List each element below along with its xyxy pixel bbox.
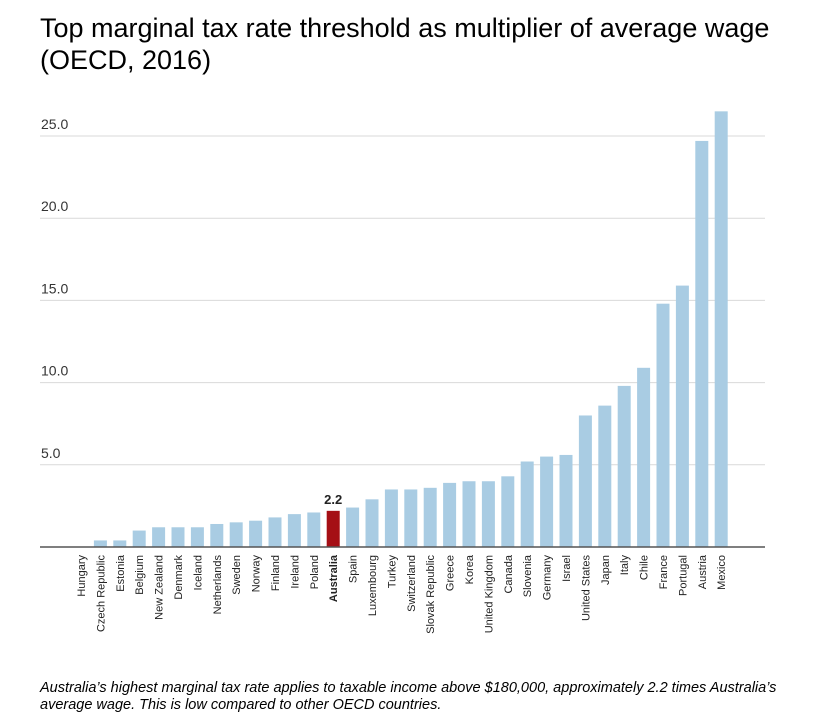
x-tick-label: Luxembourg [367,555,379,616]
bar-united-states [578,415,592,547]
x-tick-label: Sweden [231,555,243,595]
bar-belgium [132,530,146,547]
data-label-australia: 2.2 [324,492,342,507]
bar-turkey [384,489,398,547]
bar-australia [326,510,340,547]
x-tick-label: Chile [639,555,651,580]
bar-new-zealand [152,527,166,547]
x-tick-label: Turkey [386,555,398,589]
x-tick-label: New Zealand [154,555,166,620]
x-tick-label: Finland [270,555,282,591]
x-tick-label: Norway [251,555,263,593]
bar-israel [559,454,573,547]
chart-caption: Australia’s highest marginal tax rate ap… [40,680,777,713]
bar-denmark [171,527,185,547]
x-tick-label: Hungary [76,555,88,597]
x-tick-label: Mexico [716,555,728,590]
bar-finland [268,517,282,547]
bar-norway [249,520,263,547]
x-tick-label: Slovenia [522,554,534,597]
bar-chile [637,367,651,547]
x-tick-label: Austria [697,554,709,589]
x-tick-label: United States [580,555,592,622]
annotations: 2.2 [324,492,342,507]
x-tick-label: Germany [542,555,554,601]
bar-mexico [714,111,728,547]
bar-greece [443,482,457,547]
bar-france [656,303,670,547]
y-tick-label: 15.0 [41,280,68,296]
x-tick-label: Denmark [173,555,185,600]
bar-slovenia [520,461,534,547]
x-tick-label: Australia [328,554,340,602]
bar-estonia [113,540,127,547]
bar-iceland [190,527,204,547]
x-tick-label: Poland [309,555,321,589]
bar-luxembourg [365,499,379,547]
x-tick-label: Spain [348,555,360,583]
bar-korea [462,481,476,547]
x-tick-label: Japan [600,555,612,585]
x-tick-label: Czech Republic [95,555,107,633]
chart-title: Top marginal tax rate threshold as multi… [40,13,770,75]
x-tick-label: Israel [561,555,573,582]
gridlines [40,135,765,466]
x-tick-label: Ireland [289,555,301,589]
x-tick-label: Estonia [115,554,127,592]
x-tick-label: Canada [503,554,515,593]
x-tick-label: Netherlands [212,555,224,615]
x-tick-label: Italy [619,555,631,576]
bar-ireland [287,514,301,547]
y-axis-ticks: 5.0 10.0 15.0 20.0 25.0 [41,116,68,461]
bar-austria [695,140,709,547]
bar-italy [617,385,631,547]
x-tick-label: Switzerland [406,555,418,612]
bar-czech-republic [93,540,107,547]
x-axis-labels: Hungary Czech Republic Estonia Belgium New Z… [76,554,728,634]
bar-united-kingdom [481,481,495,547]
bar-portugal [675,285,689,547]
bar-poland [307,512,321,547]
x-tick-label: Slovak Republic [425,555,437,634]
bars [93,111,728,547]
bar-spain [346,507,360,547]
y-tick-label: 20.0 [41,198,68,214]
y-tick-label: 10.0 [41,363,68,379]
x-tick-label: Iceland [192,555,204,590]
x-tick-label: France [658,555,670,589]
y-tick-label: 25.0 [41,116,68,132]
x-tick-label: Belgium [134,555,146,595]
x-tick-label: Korea [464,554,476,584]
x-tick-label: Portugal [677,555,689,596]
bar-switzerland [404,489,418,547]
bar-chart: 5.0 10.0 15.0 20.0 25.0 Hungary Czech Republi… [40,111,765,634]
bar-germany [540,456,554,547]
y-tick-label: 5.0 [41,445,61,461]
bar-sweden [229,522,243,547]
x-tick-label: United Kingdom [483,555,495,633]
bar-slovak-republic [423,487,437,547]
bar-japan [598,405,612,547]
bar-canada [501,476,515,547]
bar-netherlands [210,523,224,547]
x-tick-label: Greece [445,555,457,591]
